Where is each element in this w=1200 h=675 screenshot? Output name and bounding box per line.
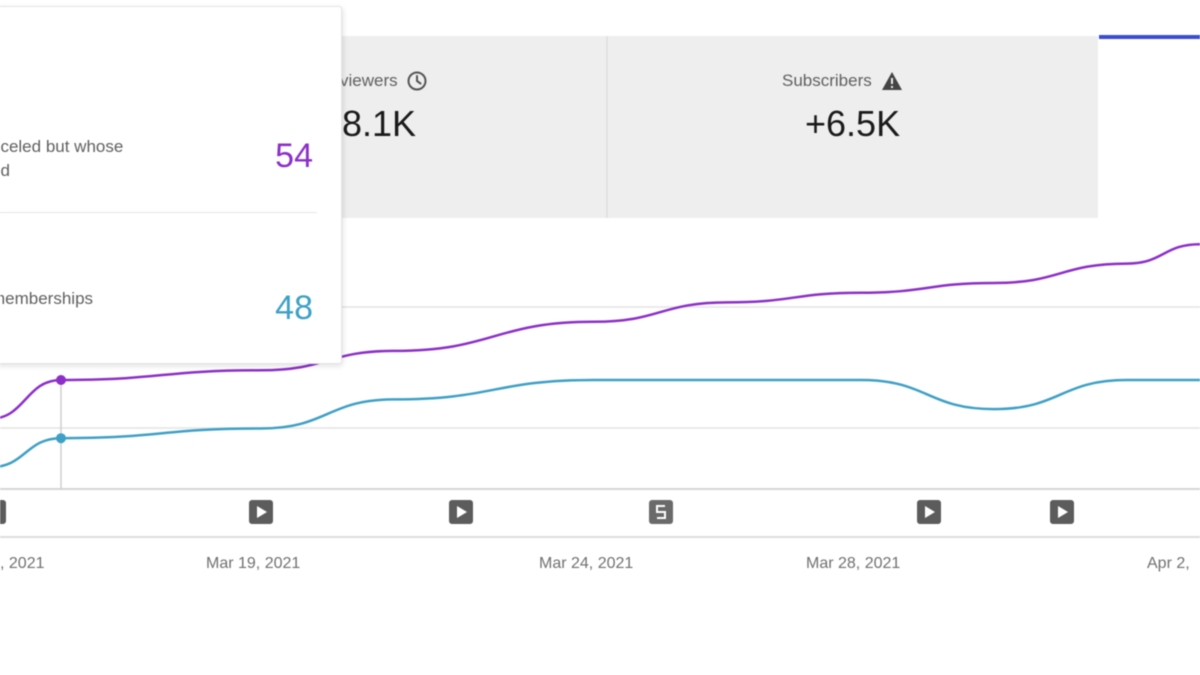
x-tick-label: Apr 2, <box>1147 555 1190 572</box>
x-tick-label: Mar 24, 2021 <box>539 555 634 572</box>
x-tick-label: Mar 28, 2021 <box>806 555 901 572</box>
warning-icon <box>881 72 902 90</box>
selected-tab-indicator <box>1099 35 1200 39</box>
tooltip-row2-label: memberships <box>0 289 94 308</box>
play-icon[interactable] <box>1050 500 1074 524</box>
metric-card-subscribers[interactable] <box>608 36 1098 218</box>
highlight-point-a[interactable] <box>56 375 66 385</box>
tooltip-row1-label: nceled but whose ed <box>0 135 123 183</box>
metric-title-text: viewers <box>340 71 398 90</box>
metric-title-text: Subscribers <box>782 71 872 90</box>
tooltip-row1-line1: nceled but whose <box>0 137 124 156</box>
play-icon[interactable] <box>249 500 273 524</box>
tooltip-row1-line2: ed <box>0 161 10 180</box>
metric-value-subscribers: +6.5K <box>805 103 901 144</box>
tooltip-row1-value: 54 <box>275 137 313 175</box>
play-icon[interactable] <box>449 500 473 524</box>
series-line-b <box>0 378 1200 468</box>
tooltip-row2-value: 48 <box>275 289 313 327</box>
shorts-icon[interactable] <box>649 500 673 524</box>
chart-tooltip: nceled but whose ed 54 memberships 48 <box>0 6 342 364</box>
metric-title-subscribers: Subscribers <box>782 70 904 92</box>
clock-icon <box>407 71 427 91</box>
x-tick-label: Mar 19, 2021 <box>206 555 301 572</box>
play-icon[interactable] <box>917 500 941 524</box>
metric-card-viewers[interactable] <box>300 36 606 218</box>
metric-title-viewers: viewers <box>340 70 428 92</box>
x-tick-label: , 2021 <box>0 555 45 572</box>
series-line-a <box>0 242 1200 419</box>
card-divider <box>606 36 608 218</box>
highlight-point-b[interactable] <box>56 433 66 444</box>
play-icon[interactable] <box>0 500 6 524</box>
tooltip-separator <box>0 212 317 213</box>
metric-value-viewers: 8.1K <box>342 103 417 144</box>
